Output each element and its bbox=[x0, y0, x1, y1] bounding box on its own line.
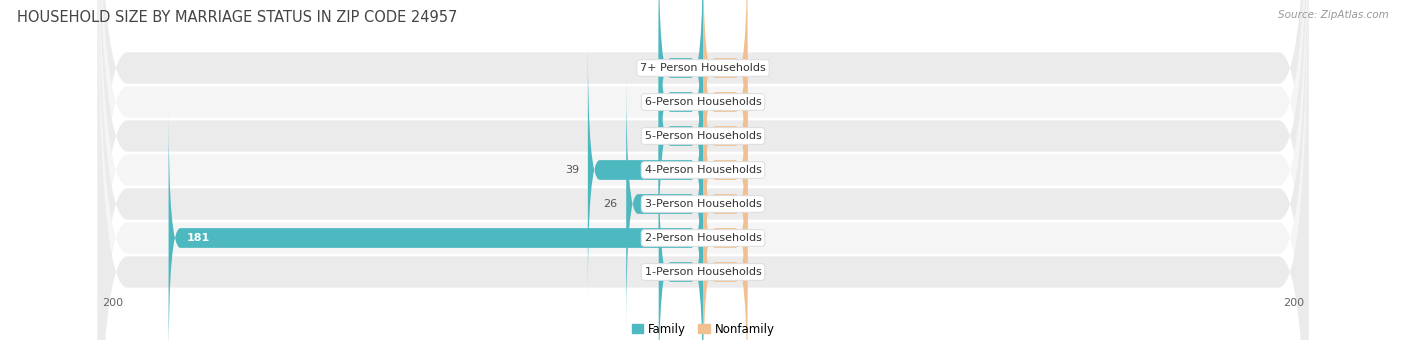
FancyBboxPatch shape bbox=[703, 44, 748, 296]
FancyBboxPatch shape bbox=[97, 0, 1308, 340]
Text: 5-Person Households: 5-Person Households bbox=[644, 131, 762, 141]
Text: 7+ Person Households: 7+ Person Households bbox=[640, 63, 766, 73]
FancyBboxPatch shape bbox=[658, 0, 703, 194]
Text: 181: 181 bbox=[187, 233, 209, 243]
Text: 0: 0 bbox=[756, 233, 763, 243]
FancyBboxPatch shape bbox=[658, 10, 703, 262]
Text: 0: 0 bbox=[756, 131, 763, 141]
Text: 0: 0 bbox=[756, 199, 763, 209]
Text: 1-Person Households: 1-Person Households bbox=[644, 267, 762, 277]
FancyBboxPatch shape bbox=[703, 10, 748, 262]
Text: 0: 0 bbox=[756, 63, 763, 73]
Text: HOUSEHOLD SIZE BY MARRIAGE STATUS IN ZIP CODE 24957: HOUSEHOLD SIZE BY MARRIAGE STATUS IN ZIP… bbox=[17, 10, 457, 25]
FancyBboxPatch shape bbox=[703, 146, 748, 340]
FancyBboxPatch shape bbox=[588, 44, 703, 296]
FancyBboxPatch shape bbox=[97, 0, 1308, 340]
Text: 3-Person Households: 3-Person Households bbox=[644, 199, 762, 209]
FancyBboxPatch shape bbox=[703, 0, 748, 228]
FancyBboxPatch shape bbox=[703, 112, 748, 340]
FancyBboxPatch shape bbox=[97, 0, 1308, 340]
Text: 6-Person Households: 6-Person Households bbox=[644, 97, 762, 107]
FancyBboxPatch shape bbox=[658, 0, 703, 228]
Text: 39: 39 bbox=[565, 165, 579, 175]
FancyBboxPatch shape bbox=[169, 112, 703, 340]
Text: 0: 0 bbox=[643, 267, 650, 277]
Text: 0: 0 bbox=[643, 97, 650, 107]
Text: 0: 0 bbox=[756, 97, 763, 107]
Text: Source: ZipAtlas.com: Source: ZipAtlas.com bbox=[1278, 10, 1389, 20]
Text: 2-Person Households: 2-Person Households bbox=[644, 233, 762, 243]
FancyBboxPatch shape bbox=[97, 0, 1308, 340]
FancyBboxPatch shape bbox=[658, 146, 703, 340]
Text: 0: 0 bbox=[643, 131, 650, 141]
Text: 26: 26 bbox=[603, 199, 617, 209]
Text: 0: 0 bbox=[643, 63, 650, 73]
FancyBboxPatch shape bbox=[97, 0, 1308, 340]
FancyBboxPatch shape bbox=[97, 0, 1308, 340]
Text: 4-Person Households: 4-Person Households bbox=[644, 165, 762, 175]
FancyBboxPatch shape bbox=[97, 0, 1308, 340]
FancyBboxPatch shape bbox=[703, 78, 748, 330]
Text: 0: 0 bbox=[756, 267, 763, 277]
Legend: Family, Nonfamily: Family, Nonfamily bbox=[627, 318, 779, 340]
FancyBboxPatch shape bbox=[703, 0, 748, 194]
FancyBboxPatch shape bbox=[626, 78, 703, 330]
Text: 0: 0 bbox=[756, 165, 763, 175]
